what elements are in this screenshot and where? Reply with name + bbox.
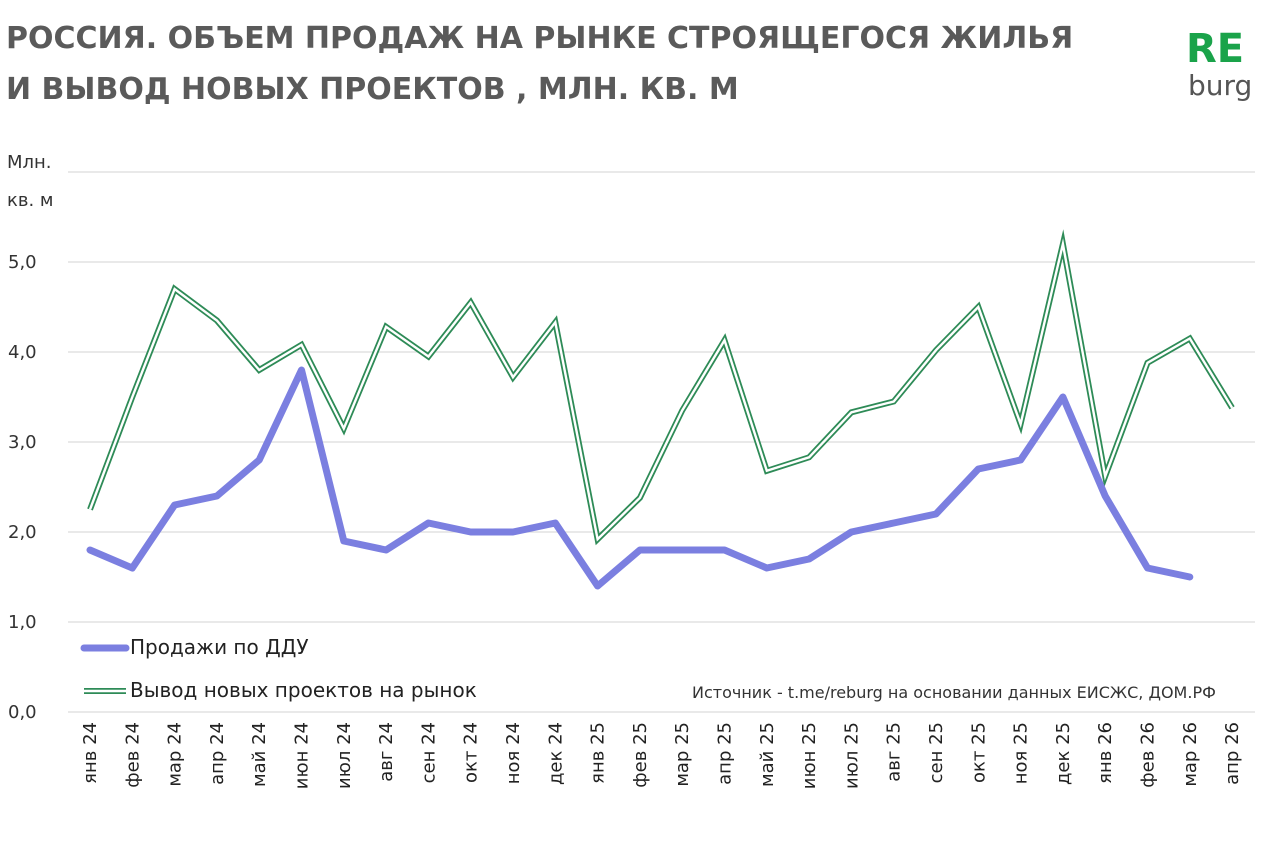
y-tick-label: 2,0 — [8, 522, 37, 543]
x-tick-label: мар 25 — [672, 722, 693, 787]
x-tick-label: май 24 — [249, 722, 270, 787]
x-tick-label: май 25 — [757, 722, 778, 787]
x-tick-label: янв 24 — [80, 722, 101, 784]
x-tick-label: ноя 25 — [1011, 722, 1032, 784]
y-tick-label: 4,0 — [8, 342, 37, 363]
x-tick-label: апр 26 — [1222, 722, 1243, 785]
x-tick-label: июн 24 — [292, 722, 313, 789]
x-tick-label: дек 24 — [545, 722, 566, 785]
x-tick-label: сен 25 — [926, 722, 947, 783]
x-tick-label: июл 25 — [841, 722, 862, 789]
chart-title-line2: И ВЫВОД НОВЫХ ПРОЕКТОВ , МЛН. КВ. М — [6, 72, 739, 107]
x-tick-label: фев 26 — [1138, 722, 1159, 788]
x-tick-label: дек 25 — [1053, 722, 1074, 785]
series-line-sales — [86, 366, 1194, 590]
logo-re: RE — [1186, 26, 1244, 72]
x-tick-label: июл 24 — [334, 722, 355, 789]
legend-sales-label: Продажи по ДДУ — [130, 635, 309, 659]
y-axis-label-line1: Млн. — [7, 152, 52, 173]
x-tick-label: янв 25 — [588, 722, 609, 784]
x-tick-label: окт 24 — [461, 722, 482, 783]
series-lines — [86, 229, 1235, 590]
x-tick-label: июн 25 — [799, 722, 820, 789]
x-tick-label: сен 24 — [418, 722, 439, 783]
x-tick-label: авг 24 — [376, 722, 397, 782]
y-tick-label: 5,0 — [8, 252, 37, 273]
x-tick-label: апр 24 — [207, 722, 228, 785]
source-note: Источник - t.me/reburg на основании данн… — [692, 683, 1216, 702]
x-tick-label: мар 24 — [165, 722, 186, 787]
x-tick-label: янв 26 — [1095, 722, 1116, 784]
x-tick-label: апр 25 — [715, 722, 736, 785]
x-tick-label: фев 25 — [630, 722, 651, 788]
y-tick-label: 0,0 — [8, 702, 37, 723]
x-tick-labels: янв 24 фев 24 мар 24 апр 24 май 24 июн 24 июл … — [80, 722, 1243, 789]
x-tick-label: фев 24 — [122, 722, 143, 788]
x-tick-label: авг 25 — [884, 722, 905, 782]
y-tick-labels: 0,0 1,0 2,0 3,0 4,0 5,0 — [8, 252, 37, 723]
y-tick-label: 1,0 — [8, 612, 37, 633]
legend: Продажи по ДДУ Вывод новых проектов на р… — [80, 635, 477, 702]
x-tick-label: мар 26 — [1180, 722, 1201, 787]
y-tick-label: 3,0 — [8, 432, 37, 453]
x-tick-label: ноя 24 — [503, 722, 524, 784]
legend-projects-label: Вывод новых проектов на рынок — [130, 678, 477, 702]
gridlines — [68, 171, 1255, 713]
y-axis-label-line2: кв. м — [7, 190, 54, 211]
chart-title-line1: РОССИЯ. ОБЪЕМ ПРОДАЖ НА РЫНКЕ СТРОЯЩЕГОС… — [6, 21, 1073, 56]
series-line-projects-inner — [88, 238, 1234, 542]
x-tick-label: окт 25 — [968, 722, 989, 783]
logo-burg: burg — [1188, 69, 1252, 102]
series-line-projects — [87, 229, 1235, 546]
